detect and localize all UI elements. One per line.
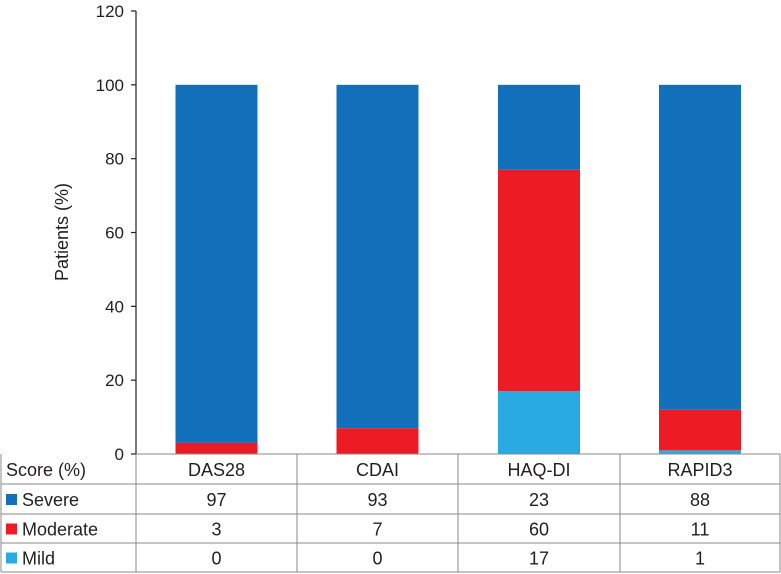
bar-haq-di-moderate (498, 169, 580, 392)
data-table: Score (%) DAS28 CDAI HAQ-DI RAPID3 Severe 97 93… (0, 453, 781, 573)
table-header-label: Score (%) (6, 460, 86, 480)
y-tick-label: 60 (105, 224, 124, 243)
legend-label-mild: Mild (22, 549, 55, 569)
y-tick-label: 120 (96, 2, 124, 21)
bars-layer (175, 84, 741, 454)
table-value-mild-das28: 0 (211, 549, 221, 569)
y-tick-label: 80 (105, 150, 124, 169)
category-label-das28: DAS28 (188, 460, 245, 480)
y-axis-title: Patients (%) (52, 183, 72, 281)
category-label-haq-di: HAQ-DI (508, 460, 571, 480)
table-value-moderate-cdai: 7 (372, 520, 382, 540)
table-value-moderate-das28: 3 (211, 520, 221, 540)
category-label-rapid3: RAPID3 (667, 460, 732, 480)
table-value-severe-das28: 97 (206, 490, 226, 510)
table-value-mild-haq-di: 17 (529, 549, 549, 569)
bar-rapid3-mild (659, 450, 741, 454)
y-tick-label: 0 (115, 445, 124, 464)
legend-swatch-severe (6, 494, 17, 505)
category-label-cdai: CDAI (356, 460, 399, 480)
bar-rapid3-moderate (659, 409, 741, 451)
table-value-severe-rapid3: 88 (690, 490, 710, 510)
bar-haq-di-mild (498, 391, 580, 454)
legend-swatch-mild (6, 552, 17, 564)
table-value-severe-haq-di: 23 (529, 490, 549, 510)
legend-label-moderate: Moderate (22, 520, 98, 540)
table-value-moderate-rapid3: 11 (691, 520, 710, 540)
bar-das28-moderate (175, 442, 258, 454)
legend-label-severe: Severe (22, 490, 79, 510)
bar-cdai-moderate (336, 428, 419, 454)
y-tick-label: 40 (105, 297, 124, 316)
table-value-mild-rapid3: 1 (695, 549, 705, 569)
bar-rapid3-severe (659, 84, 741, 410)
y-axis: 0 20 40 60 80 100 120 (96, 2, 137, 464)
y-tick-label: 100 (96, 76, 124, 95)
table-value-moderate-haq-di: 60 (529, 520, 549, 540)
bar-cdai-severe (336, 84, 419, 429)
bar-das28-severe (175, 84, 258, 443)
table-value-mild-cdai: 0 (372, 549, 382, 569)
legend-swatch-moderate (6, 523, 17, 535)
bar-haq-di-severe (498, 84, 580, 170)
y-tick-label: 20 (105, 371, 124, 390)
table-value-severe-cdai: 93 (367, 490, 387, 510)
